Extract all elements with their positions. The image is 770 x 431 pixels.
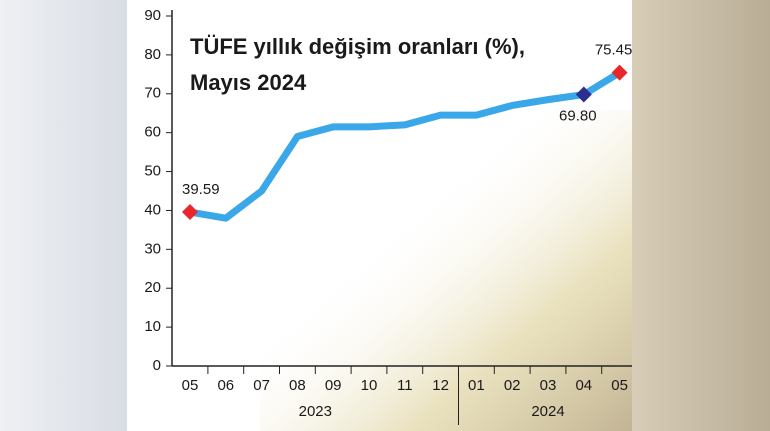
y-tick-label: 40 bbox=[144, 201, 161, 218]
x-tick-label: 02 bbox=[504, 377, 521, 394]
marker bbox=[575, 86, 592, 103]
y-tick-label: 10 bbox=[144, 318, 161, 335]
y-tick-label: 30 bbox=[144, 240, 161, 257]
x-tick-label: 06 bbox=[217, 377, 234, 394]
background-left bbox=[0, 0, 127, 431]
x-tick-label: 12 bbox=[432, 377, 449, 394]
y-tick-label: 0 bbox=[153, 357, 161, 374]
y-tick-label: 70 bbox=[144, 85, 161, 102]
x-tick-label: 11 bbox=[397, 377, 413, 394]
x-tick-label: 05 bbox=[182, 377, 199, 394]
y-tick-label: 20 bbox=[144, 279, 161, 296]
x-group-label: 2023 bbox=[299, 403, 332, 420]
x-tick-label: 07 bbox=[253, 377, 270, 394]
x-tick-label: 01 bbox=[468, 377, 485, 394]
marker bbox=[182, 204, 198, 221]
chart-subtitle: Mayıs 2024 bbox=[190, 70, 307, 95]
x-tick-label: 09 bbox=[325, 377, 342, 394]
x-tick-label: 04 bbox=[575, 377, 592, 394]
y-tick-label: 60 bbox=[144, 124, 161, 141]
background-right bbox=[632, 0, 770, 431]
photo-overlay bbox=[260, 110, 632, 431]
x-tick-label: 10 bbox=[361, 377, 378, 394]
y-tick-label: 50 bbox=[144, 163, 161, 180]
x-tick-label: 05 bbox=[611, 377, 628, 394]
data-label: 75.45 bbox=[595, 42, 633, 59]
x-group-label: 2024 bbox=[531, 403, 564, 420]
data-line bbox=[189, 69, 622, 222]
chart-title: TÜFE yıllık değişim oranları (%), bbox=[190, 34, 525, 59]
x-tick-label: 03 bbox=[540, 377, 557, 394]
marker bbox=[611, 64, 628, 81]
y-tick-label: 90 bbox=[144, 7, 161, 24]
data-label: 69.80 bbox=[559, 108, 597, 125]
data-label: 39.59 bbox=[182, 181, 220, 198]
y-tick-label: 80 bbox=[144, 46, 161, 63]
x-tick-label: 08 bbox=[289, 377, 306, 394]
